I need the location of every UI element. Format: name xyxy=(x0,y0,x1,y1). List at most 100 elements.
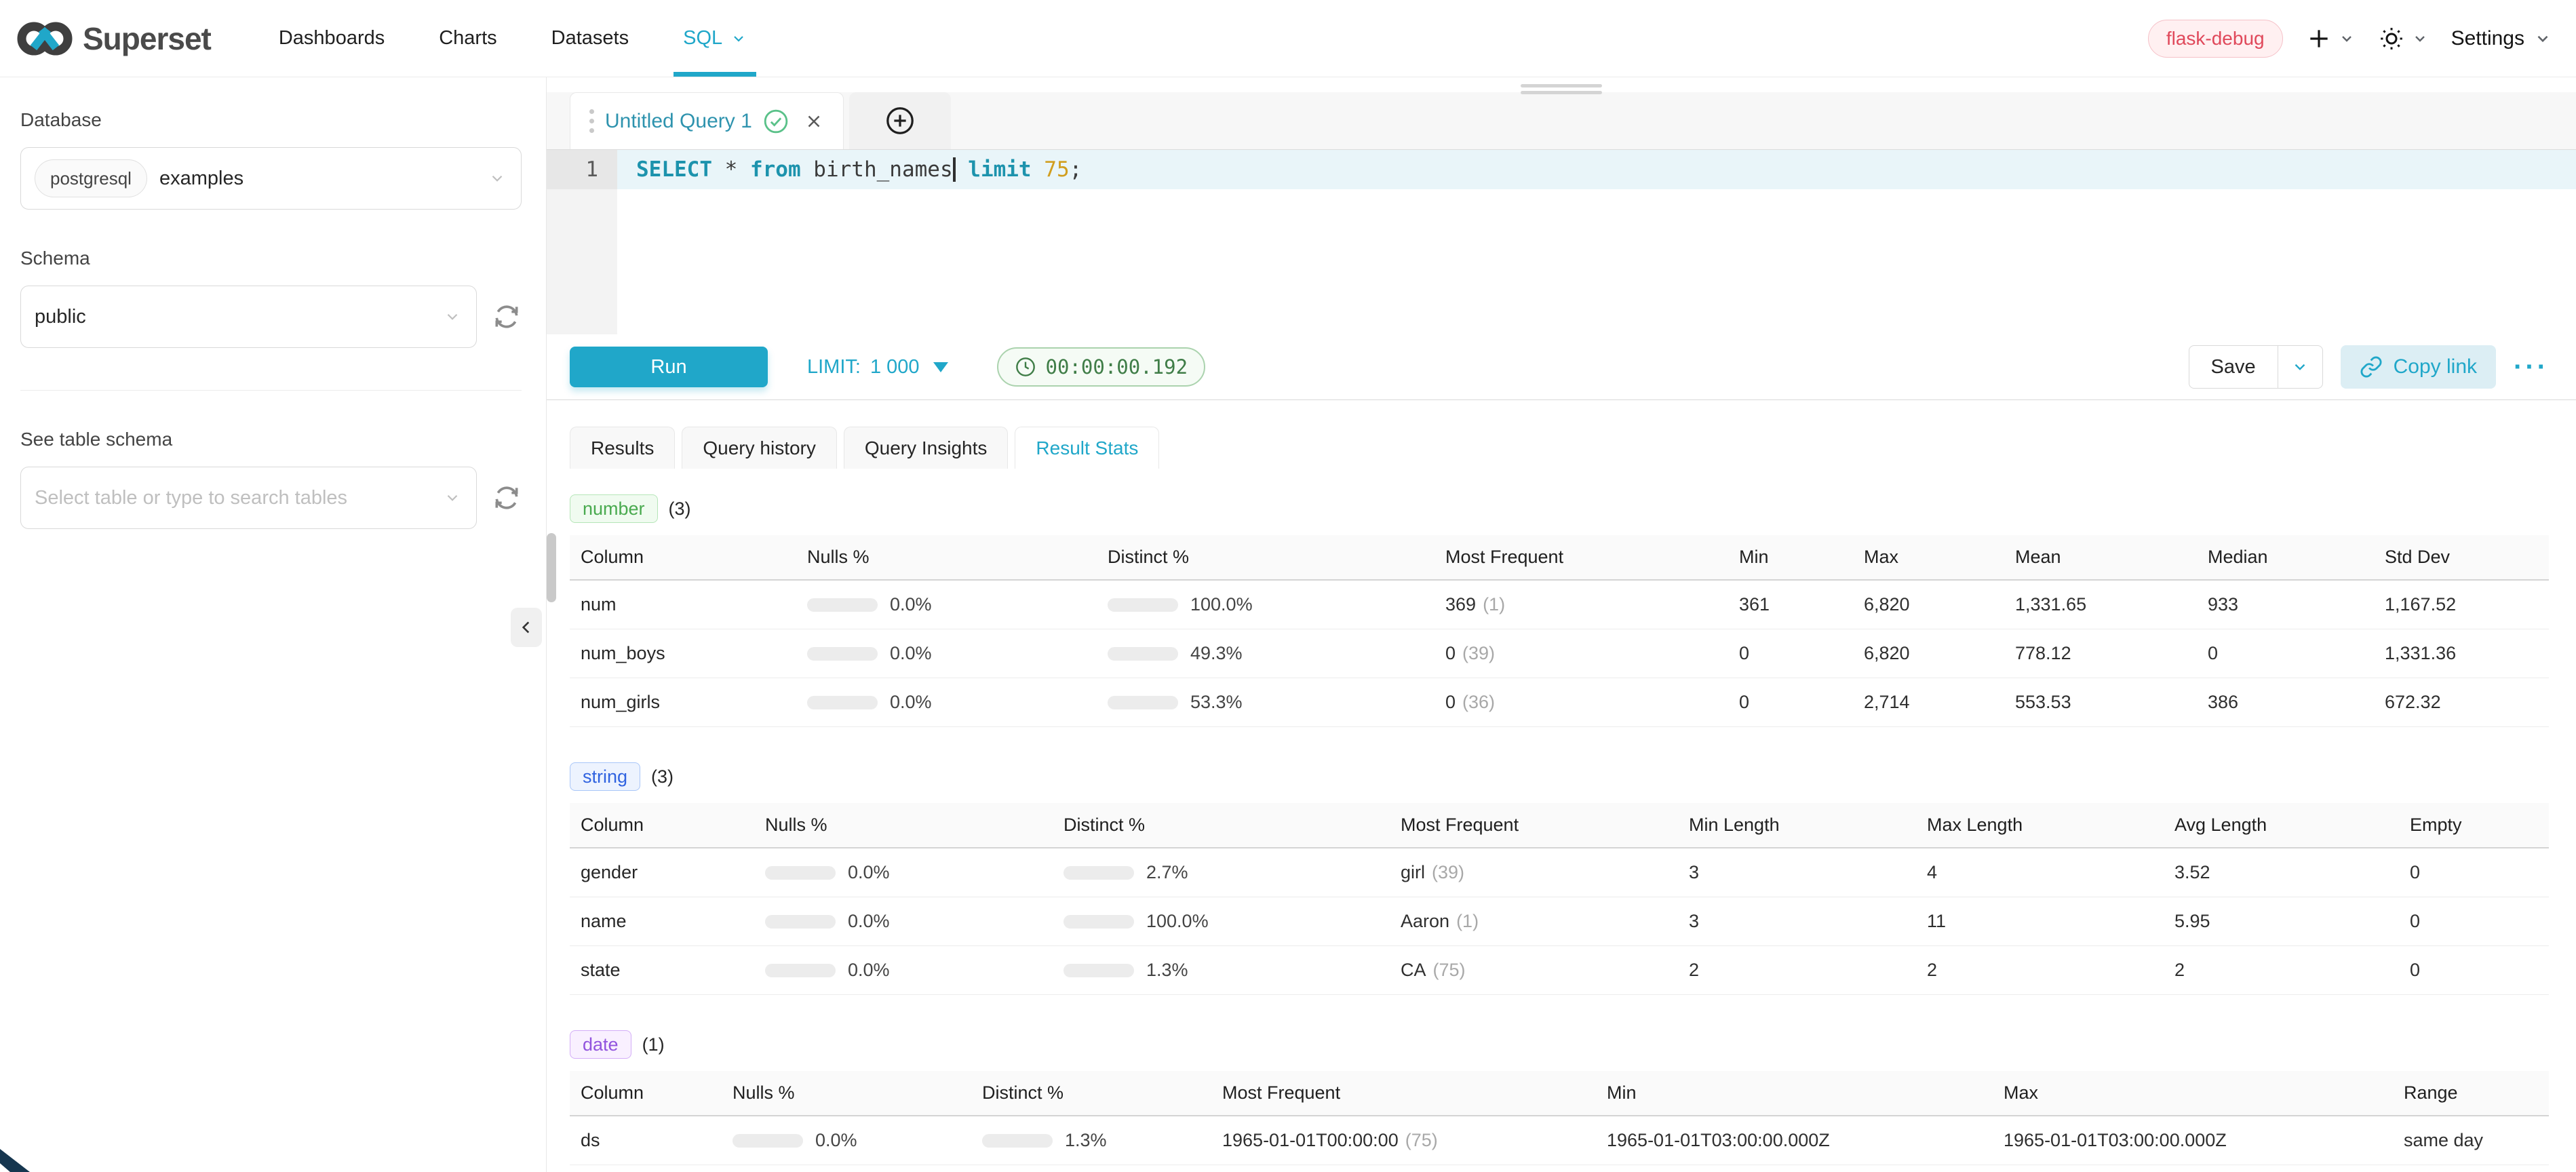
table-header-row: Column Nulls % Distinct % Most Frequent Min M… xyxy=(570,1071,2549,1117)
copy-link-button[interactable]: Copy link xyxy=(2340,345,2497,389)
type-badge: number xyxy=(570,494,658,524)
column-header: Max xyxy=(1864,547,1899,568)
drag-handle-icon[interactable] xyxy=(589,109,594,133)
sql-code[interactable]: SELECT * from birth_names limit 75; xyxy=(617,150,2576,189)
cell-value: 386 xyxy=(2208,692,2239,713)
timer-value: 00:00:00.192 xyxy=(1045,355,1188,379)
schema-select[interactable]: public xyxy=(20,286,477,348)
results-tab-results[interactable]: Results xyxy=(570,427,676,469)
limit-dropdown[interactable]: LIMIT: 1 000 xyxy=(807,356,948,378)
sql-code-line: 1 SELECT * from birth_names limit 75; xyxy=(547,150,2576,189)
nulls-bar xyxy=(807,598,878,612)
stats-table: Column Nulls % Distinct % Most Frequent Min M… xyxy=(570,535,2549,728)
nulls-bar xyxy=(733,1133,803,1148)
type-badge: string xyxy=(570,762,641,792)
query-tab-strip: Untitled Query 1 xyxy=(547,92,2576,150)
save-options-button[interactable] xyxy=(2277,346,2322,389)
most-frequent-count: (1) xyxy=(1456,911,1479,932)
cell-distinct-pct: 49.3% xyxy=(1097,643,1435,664)
refresh-tables-icon[interactable] xyxy=(492,483,522,513)
sun-icon xyxy=(2378,25,2405,52)
more-options-button[interactable]: ··· xyxy=(2514,352,2549,383)
chevron-down-icon xyxy=(730,31,747,47)
section-badge-row: string (3) xyxy=(570,762,2549,792)
distinct-bar xyxy=(1063,914,1134,929)
table-row: gender 0.0% 2.7% girl (39) 3 4 3.52 0 xyxy=(570,848,2549,898)
save-button[interactable]: Save xyxy=(2210,355,2256,378)
database-type-badge: postgresql xyxy=(35,159,147,197)
distinct-bar xyxy=(1108,598,1178,612)
results-tab-query-insights[interactable]: Query Insights xyxy=(843,427,1009,469)
stats-table: Column Nulls % Distinct % Most Frequent Min … xyxy=(570,803,2549,996)
new-tab-button[interactable] xyxy=(884,105,916,136)
cell-column-name: num xyxy=(581,594,617,615)
brand-name: Superset xyxy=(83,20,212,56)
refresh-schemas-icon[interactable] xyxy=(492,302,522,332)
cell-column-name: num_girls xyxy=(581,692,661,713)
cell-column-name: ds xyxy=(581,1130,600,1151)
close-tab-icon[interactable] xyxy=(804,111,824,132)
cell-value: 2 xyxy=(1927,960,1938,981)
cell-value: 3.52 xyxy=(2174,862,2210,883)
panel-resize-handle[interactable] xyxy=(1521,84,1602,94)
cell-nulls-pct: 0.0% xyxy=(754,911,1053,932)
stats-section-string: string (3) Column Nulls % Distinct % Most Fre… xyxy=(570,762,2549,996)
table-select[interactable]: Select table or type to search tables xyxy=(20,467,477,529)
settings-label: Settings xyxy=(2451,26,2524,50)
nav-item-label: Dashboards xyxy=(278,27,385,49)
stats-sections: number (3) Column Nulls % Distinct % Most Fre… xyxy=(547,469,2576,1172)
database-select[interactable]: postgresql examples xyxy=(20,147,522,210)
nav-item-charts[interactable]: Charts xyxy=(412,0,524,77)
sql-token xyxy=(956,157,969,182)
most-frequent-count: (75) xyxy=(1405,1130,1438,1151)
nav-item-sql[interactable]: SQL xyxy=(656,0,774,77)
cell-column-name: name xyxy=(581,911,627,932)
results-tab-result-stats[interactable]: Result Stats xyxy=(1015,427,1160,469)
cell-value: 1965-01-01T03:00:00.000Z xyxy=(2004,1130,2227,1151)
column-header: Column xyxy=(581,1082,644,1103)
nulls-bar xyxy=(765,865,836,880)
cell-value: 1,331.65 xyxy=(2015,594,2087,615)
results-tab-query-history[interactable]: Query history xyxy=(682,427,837,469)
chevron-down-icon xyxy=(2339,31,2355,47)
column-header: Distinct % xyxy=(1108,547,1190,568)
scrollbar-thumb[interactable] xyxy=(547,533,556,602)
superset-infinity-icon xyxy=(16,18,73,60)
collapse-sidebar-button[interactable] xyxy=(511,608,542,647)
cell-value: 933 xyxy=(2208,594,2239,615)
column-header: Min xyxy=(1739,547,1769,568)
cell-nulls-pct: 0.0% xyxy=(796,692,1097,713)
sql-editor[interactable]: 1 SELECT * from birth_names limit 75; xyxy=(547,150,2576,335)
column-header: Column xyxy=(581,815,644,836)
cell-most-frequent: 0 (39) xyxy=(1435,643,1728,664)
column-header: Empty xyxy=(2410,815,2462,836)
nulls-bar xyxy=(765,914,836,929)
superset-logo[interactable]: Superset xyxy=(16,0,212,77)
schema-value: public xyxy=(35,305,86,328)
table-select-placeholder: Select table or type to search tables xyxy=(35,486,348,509)
nav-item-label: Datasets xyxy=(551,27,629,49)
table-row: name 0.0% 100.0% Aaron (1) 3 11 5.95 0 xyxy=(570,897,2549,947)
cell-value: 2 xyxy=(1689,960,1700,981)
sql-token: birth_names xyxy=(800,157,956,182)
new-tab-area xyxy=(848,92,951,149)
cell-value: 2 xyxy=(2174,960,2185,981)
table-row: num 0.0% 100.0% 369 (1) 361 6,820 1,331.65 933 1,… xyxy=(570,581,2549,630)
cell-nulls-pct: 0.0% xyxy=(796,643,1097,664)
column-header: Mean xyxy=(2015,547,2061,568)
stats-section-number: number (3) Column Nulls % Distinct % Most Fre… xyxy=(570,494,2549,728)
sql-lab-sidebar: Database postgresql examples Schema publ… xyxy=(0,77,547,1172)
new-item-button[interactable] xyxy=(2306,26,2355,52)
theme-toggle-button[interactable] xyxy=(2378,25,2428,52)
nav-item-dashboards[interactable]: Dashboards xyxy=(252,0,412,77)
settings-menu[interactable]: Settings xyxy=(2451,27,2552,50)
column-header: Max Length xyxy=(1927,815,2023,836)
navbar-menu: Dashboards Charts Datasets SQL xyxy=(252,0,774,77)
chevron-down-icon xyxy=(444,489,461,507)
query-tab[interactable]: Untitled Query 1 xyxy=(570,92,844,149)
run-button[interactable]: Run xyxy=(570,347,768,388)
cell-value: 4 xyxy=(1927,862,1938,883)
distinct-pct-label: 49.3% xyxy=(1190,643,1243,664)
nav-item-datasets[interactable]: Datasets xyxy=(524,0,656,77)
cell-distinct-pct: 53.3% xyxy=(1097,692,1435,713)
